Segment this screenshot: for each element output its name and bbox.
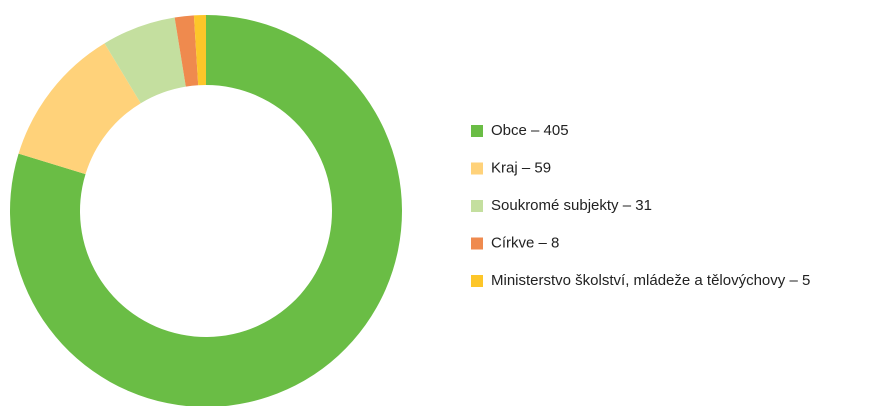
legend-label: Obce – 405	[491, 122, 569, 139]
donut-slice	[104, 17, 186, 104]
legend-label: Ministerstvo školství, mládeže a tělovýc…	[491, 272, 810, 289]
legend-swatch	[471, 275, 483, 287]
legend-swatch	[471, 125, 483, 137]
legend-label: Kraj – 59	[491, 159, 551, 176]
legend-label: Církve – 8	[491, 234, 559, 251]
donut-slice	[9, 15, 403, 408]
donut-slice	[193, 15, 206, 86]
legend-swatch	[471, 200, 483, 212]
legend-label: Soukromé subjekty – 31	[491, 197, 652, 214]
donut-slice	[174, 15, 199, 87]
donut-slice	[18, 43, 141, 175]
legend-swatch	[471, 162, 483, 175]
legend-swatch	[471, 237, 483, 250]
